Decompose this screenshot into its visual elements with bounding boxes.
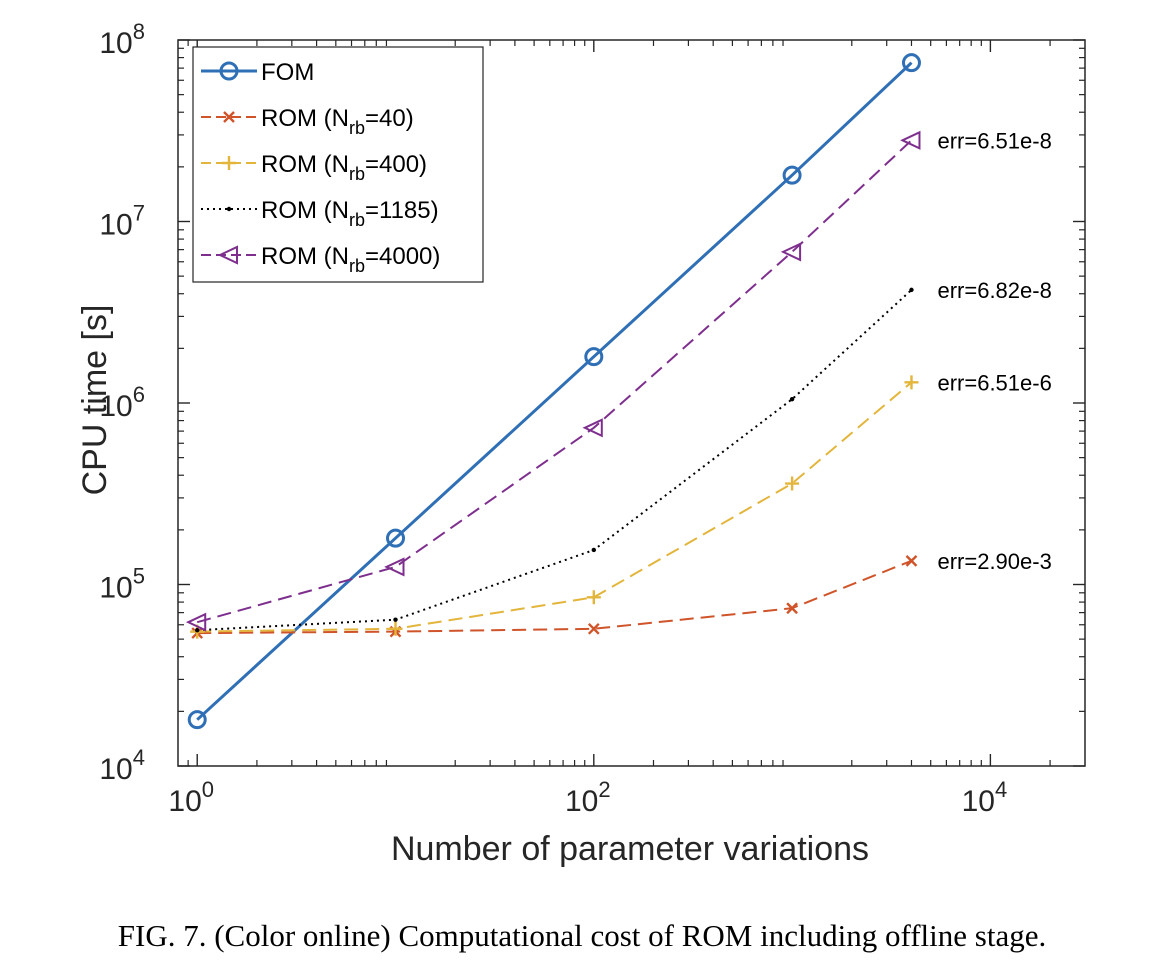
data-point <box>582 418 603 438</box>
legend-label: ROM (Nrb=40) <box>261 105 414 138</box>
annotations: err=6.51e-8 err=6.82e-8 err=6.51e-6 err=2.9… <box>937 128 1051 574</box>
x-marker-stroke <box>587 622 600 635</box>
legend-label: ROM (Nrb=1185) <box>261 197 439 230</box>
legend-marker <box>223 111 235 123</box>
series-4 <box>185 130 921 632</box>
axes: 100 102 104 104 105 106 107 108 <box>99 19 1086 818</box>
figure-caption: FIG. 7. (Color online) Computational cos… <box>117 918 1047 953</box>
series-line <box>196 61 913 721</box>
data-point <box>591 547 597 553</box>
legend-marker <box>222 156 236 170</box>
data-point <box>185 612 207 632</box>
plus-marker-stroke <box>388 621 403 636</box>
x-tick-label: 100 <box>168 777 214 818</box>
series-line <box>196 139 913 624</box>
plot-series <box>185 53 921 730</box>
data-point <box>586 590 601 605</box>
data-point <box>384 557 405 577</box>
legend-item: ROM (Nrb=40) <box>201 105 414 138</box>
legend-box <box>192 46 484 283</box>
data-point <box>782 165 802 185</box>
plus-marker-stroke <box>222 156 236 170</box>
data-point <box>388 621 403 636</box>
error-annotation: err=6.51e-8 <box>937 128 1051 153</box>
y-tick-label: 107 <box>99 201 145 242</box>
series-0 <box>187 53 921 730</box>
data-point <box>904 375 919 390</box>
y-tick-label: 104 <box>99 745 145 786</box>
x-axis-label: Number of parameter variations <box>391 830 869 868</box>
plus-marker-stroke <box>904 375 919 390</box>
y-axis-label: CPU time [s] <box>76 305 114 496</box>
error-annotation: err=6.82e-8 <box>937 278 1051 303</box>
legend-label: ROM (Nrb=4000) <box>261 243 440 276</box>
legend-marker <box>217 245 238 265</box>
data-point <box>393 617 398 622</box>
legend-item: ROM (Nrb=400) <box>201 151 427 184</box>
data-point <box>195 628 200 633</box>
data-point <box>587 622 600 635</box>
data-point <box>909 287 914 293</box>
x-marker-stroke <box>786 602 798 615</box>
data-point <box>901 53 921 73</box>
error-annotation: err=2.90e-3 <box>937 549 1051 574</box>
data-point <box>780 242 802 262</box>
data-point <box>584 347 604 367</box>
series-line <box>197 559 912 635</box>
x-tick-label: 102 <box>565 777 611 818</box>
legend-item: ROM (Nrb=1185) <box>201 197 439 230</box>
legend-marker <box>219 61 239 81</box>
series-line <box>197 289 913 632</box>
data-point <box>386 528 406 548</box>
data-point <box>789 396 795 402</box>
series-line <box>197 381 913 633</box>
y-tick-label: 108 <box>99 19 145 60</box>
legend-label: FOM <box>261 59 314 86</box>
plus-marker-stroke <box>785 476 800 491</box>
series-2 <box>190 375 919 639</box>
x-marker-stroke <box>905 554 918 567</box>
error-annotation: err=6.51e-6 <box>937 370 1051 395</box>
y-tick-label: 106 <box>99 382 145 423</box>
legend-item: FOM <box>201 59 314 86</box>
legend-item: ROM (Nrb=4000) <box>201 243 440 276</box>
data-point <box>187 710 207 730</box>
data-point <box>905 554 918 567</box>
data-point <box>900 130 921 150</box>
series-3 <box>195 287 914 633</box>
y-tick-label: 105 <box>99 564 145 605</box>
data-point <box>785 476 800 491</box>
x-marker-stroke <box>223 111 235 123</box>
plus-marker-stroke <box>586 590 601 605</box>
legend: FOM ROM (Nrb=40) ROM (Nrb=400) ROM (Nrb=118… <box>192 46 484 283</box>
legend-marker <box>226 206 232 212</box>
legend-label: ROM (Nrb=400) <box>261 151 427 184</box>
x-tick-label: 104 <box>962 777 1008 818</box>
data-point <box>786 602 798 615</box>
